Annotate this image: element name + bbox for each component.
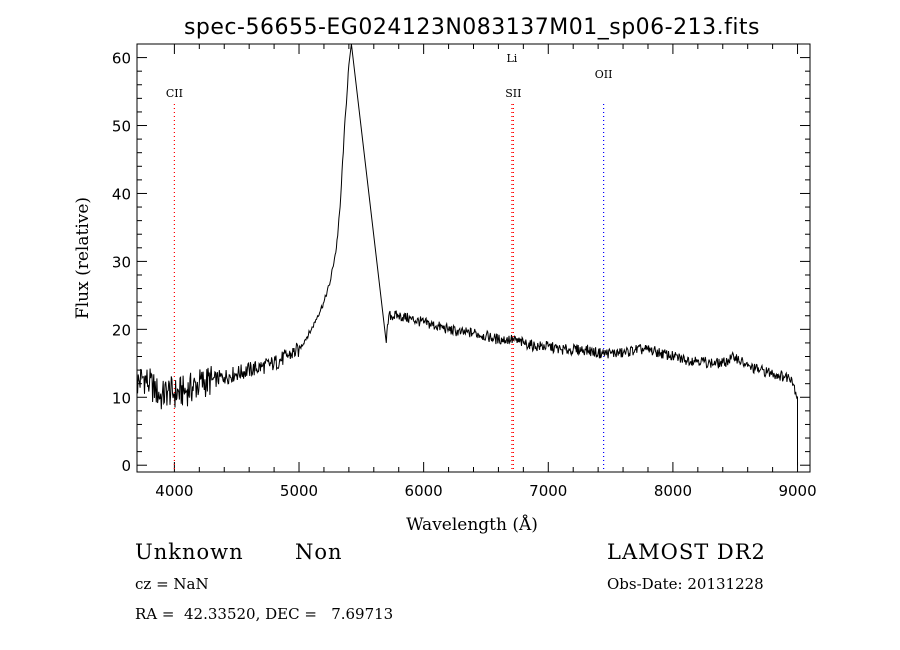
class-label: Unknown: [135, 540, 244, 564]
marker-label: OII: [595, 68, 613, 81]
y-tick-label: 40: [112, 185, 131, 203]
spectrum-line: [136, 43, 798, 466]
cz-value: cz = NaN: [135, 575, 209, 593]
release-label: LAMOST DR2: [607, 540, 766, 564]
subclass-label: Non: [295, 540, 343, 564]
x-tick-label: 5000: [280, 482, 318, 500]
x-axis-label: Wavelength (Å): [406, 514, 538, 535]
y-axis-label: Flux (relative): [73, 197, 93, 319]
y-tick-label: 50: [112, 118, 131, 136]
y-tick-label: 30: [112, 253, 131, 271]
marker-label: Li: [506, 52, 517, 65]
chart-title: spec-56655-EG024123N083137M01_sp06-213.f…: [184, 15, 760, 40]
y-tick-label: 10: [112, 389, 131, 407]
y-tick-label: 60: [112, 50, 131, 68]
spectral-line-markers: CII Li SII OII: [166, 52, 613, 472]
x-tick-label: 7000: [529, 482, 567, 500]
y-tick-label: 0: [121, 457, 131, 475]
y-tick-label: 20: [112, 321, 131, 339]
plot-frame: [136, 43, 811, 473]
marker-label: CII: [166, 87, 183, 100]
x-tick-label: 8000: [654, 482, 692, 500]
coordinates: RA = 42.33520, DEC = 7.69713: [135, 605, 394, 623]
axis-ticks: 4000 5000 6000 7000 8000 9000 0 10 20 30 40 50 60: [112, 44, 817, 500]
marker-label: SII: [505, 87, 521, 100]
x-tick-label: 6000: [405, 482, 443, 500]
x-tick-label: 9000: [778, 482, 816, 500]
obs-date: Obs-Date: 20131228: [607, 575, 764, 593]
x-tick-label: 4000: [155, 482, 193, 500]
